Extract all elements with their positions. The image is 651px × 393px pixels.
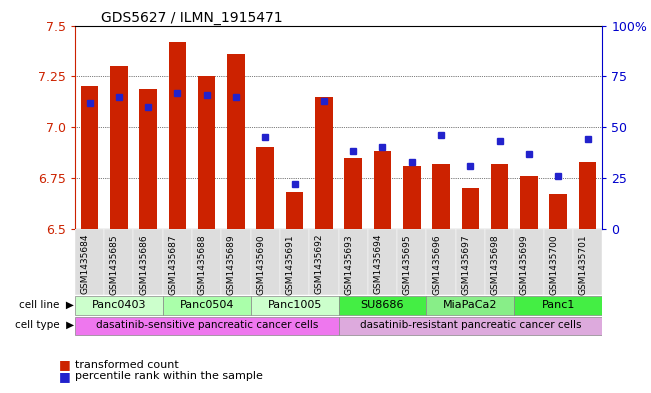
FancyBboxPatch shape bbox=[163, 296, 251, 315]
Text: SU8686: SU8686 bbox=[361, 300, 404, 310]
Text: ■: ■ bbox=[59, 358, 70, 371]
Bar bbox=[81, 86, 98, 229]
Text: GSM1435685: GSM1435685 bbox=[110, 234, 119, 295]
Text: GSM1435696: GSM1435696 bbox=[432, 234, 441, 295]
Bar bbox=[110, 66, 128, 229]
FancyBboxPatch shape bbox=[163, 229, 192, 296]
Text: GDS5627 / ILMN_1915471: GDS5627 / ILMN_1915471 bbox=[102, 11, 283, 24]
Bar bbox=[169, 42, 186, 229]
FancyBboxPatch shape bbox=[485, 229, 514, 296]
Text: GSM1435687: GSM1435687 bbox=[169, 234, 178, 295]
FancyBboxPatch shape bbox=[339, 229, 368, 296]
Bar bbox=[432, 163, 450, 229]
FancyBboxPatch shape bbox=[339, 296, 426, 315]
Bar bbox=[549, 194, 567, 229]
Bar bbox=[520, 176, 538, 229]
FancyBboxPatch shape bbox=[133, 229, 163, 296]
Text: GSM1435686: GSM1435686 bbox=[139, 234, 148, 295]
Text: GSM1435692: GSM1435692 bbox=[315, 234, 324, 294]
Text: Panc1005: Panc1005 bbox=[268, 300, 322, 310]
Text: Panc1: Panc1 bbox=[542, 300, 575, 310]
Text: ■: ■ bbox=[59, 370, 70, 383]
FancyBboxPatch shape bbox=[426, 296, 514, 315]
FancyBboxPatch shape bbox=[75, 317, 339, 335]
Text: GSM1435691: GSM1435691 bbox=[286, 234, 294, 295]
Text: GSM1435694: GSM1435694 bbox=[374, 234, 383, 294]
Bar bbox=[198, 76, 215, 229]
Text: dasatinib-sensitive pancreatic cancer cells: dasatinib-sensitive pancreatic cancer ce… bbox=[96, 320, 318, 331]
Text: GSM1435690: GSM1435690 bbox=[256, 234, 266, 295]
FancyBboxPatch shape bbox=[75, 229, 104, 296]
FancyBboxPatch shape bbox=[251, 296, 339, 315]
FancyBboxPatch shape bbox=[221, 229, 251, 296]
Text: Panc0403: Panc0403 bbox=[92, 300, 146, 310]
Bar bbox=[227, 54, 245, 229]
Text: Panc0504: Panc0504 bbox=[180, 300, 234, 310]
Text: GSM1435697: GSM1435697 bbox=[462, 234, 471, 295]
FancyBboxPatch shape bbox=[104, 229, 133, 296]
FancyBboxPatch shape bbox=[309, 229, 339, 296]
FancyBboxPatch shape bbox=[368, 229, 397, 296]
Text: GSM1435684: GSM1435684 bbox=[81, 234, 90, 294]
Text: cell line  ▶: cell line ▶ bbox=[20, 300, 74, 310]
FancyBboxPatch shape bbox=[75, 296, 163, 315]
FancyBboxPatch shape bbox=[544, 229, 573, 296]
FancyBboxPatch shape bbox=[280, 229, 309, 296]
FancyBboxPatch shape bbox=[456, 229, 485, 296]
Text: GSM1435688: GSM1435688 bbox=[198, 234, 207, 295]
Text: dasatinib-resistant pancreatic cancer cells: dasatinib-resistant pancreatic cancer ce… bbox=[359, 320, 581, 331]
Text: GSM1435693: GSM1435693 bbox=[344, 234, 353, 295]
Text: GSM1435689: GSM1435689 bbox=[227, 234, 236, 295]
Text: GSM1435700: GSM1435700 bbox=[549, 234, 559, 295]
Bar bbox=[344, 158, 362, 229]
FancyBboxPatch shape bbox=[339, 317, 602, 335]
Bar bbox=[286, 192, 303, 229]
Bar bbox=[256, 147, 274, 229]
Bar bbox=[579, 162, 596, 229]
FancyBboxPatch shape bbox=[514, 296, 602, 315]
Text: GSM1435698: GSM1435698 bbox=[491, 234, 500, 295]
FancyBboxPatch shape bbox=[573, 229, 602, 296]
FancyBboxPatch shape bbox=[192, 229, 221, 296]
Bar bbox=[374, 151, 391, 229]
Text: MiaPaCa2: MiaPaCa2 bbox=[443, 300, 497, 310]
Text: cell type  ▶: cell type ▶ bbox=[15, 320, 74, 331]
Text: GSM1435701: GSM1435701 bbox=[579, 234, 588, 295]
Text: GSM1435695: GSM1435695 bbox=[403, 234, 412, 295]
Bar bbox=[491, 163, 508, 229]
FancyBboxPatch shape bbox=[514, 229, 544, 296]
Bar bbox=[315, 97, 333, 229]
FancyBboxPatch shape bbox=[397, 229, 426, 296]
Text: transformed count: transformed count bbox=[75, 360, 178, 370]
Bar bbox=[403, 166, 421, 229]
Text: GSM1435699: GSM1435699 bbox=[520, 234, 529, 295]
FancyBboxPatch shape bbox=[251, 229, 280, 296]
Text: percentile rank within the sample: percentile rank within the sample bbox=[75, 371, 263, 382]
FancyBboxPatch shape bbox=[426, 229, 456, 296]
Bar bbox=[462, 188, 479, 229]
Bar bbox=[139, 88, 157, 229]
